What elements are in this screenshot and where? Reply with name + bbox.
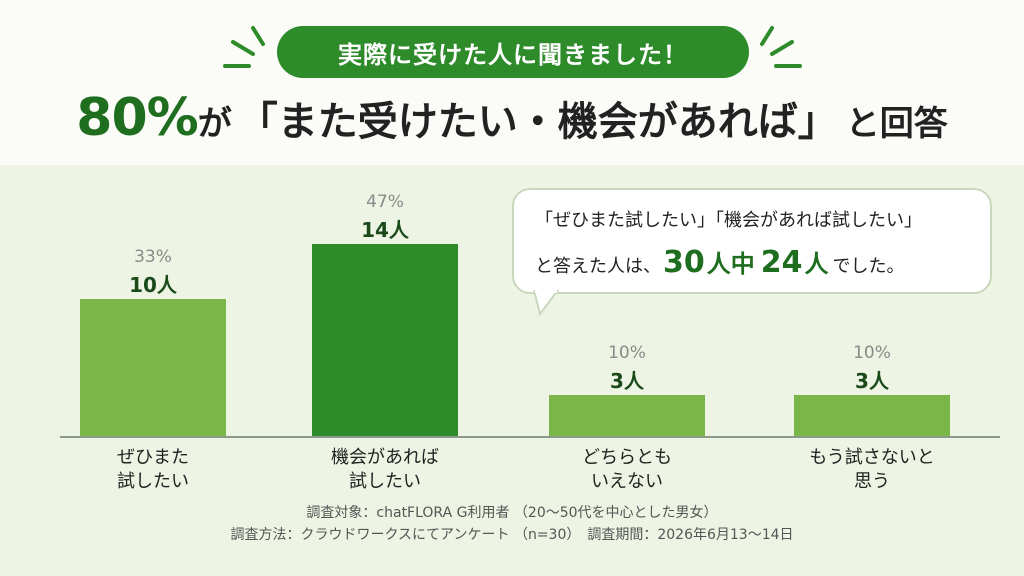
chart-baseline [60,436,1000,438]
callout-text-line2: と答えた人は、 30 人中 24 人 でした。 [535,244,975,280]
bar-percent-label: 10% [608,343,646,363]
callout-unit2: 人 [804,250,829,278]
category-label: 機会があれば 試したい [331,447,439,492]
callout-bubble [512,188,992,294]
bar-percent-label: 47% [366,192,404,212]
callout-unit1: 人中 [706,250,755,278]
bar-count-label: 14人 [361,218,409,242]
bar-1 [80,299,226,436]
headline-particle: が [197,104,232,144]
bar-2 [312,244,458,436]
survey-pill-banner: 実際に受けた人に聞きました！ [277,26,749,78]
bar-percent-label: 33% [134,247,172,267]
headline-tail: と回答 [845,104,948,144]
headline-percentage: 80% [76,88,198,148]
bar-count-label: 10人 [129,273,177,297]
bar-3 [549,395,705,436]
callout-tail [532,290,560,316]
headline: 80% が 「また受けたい・機会があれば」 と回答 [0,88,1024,158]
burst-lines-right-icon [760,26,802,68]
callout-total: 30 [663,245,705,280]
footnote-target: 調査対象：chatFLORA G利用者 （20～50代を中心とした男女） [306,505,718,521]
category-label: もう試さないと 思う [809,447,935,492]
bar-count-label: 3人 [610,369,644,393]
bar-percent-label: 10% [853,343,891,363]
bar-4 [794,395,950,436]
category-label: ぜひまた 試したい [117,447,189,492]
burst-lines-left-icon [223,26,265,68]
callout-suffix: でした。 [832,256,905,277]
callout-positive: 24 [760,245,803,280]
bar-count-label: 3人 [855,369,889,393]
headline-quote: 「また受けたい・機会があれば」 [235,89,840,151]
footnote-method: 調査方法：クラウドワークスにてアンケート （n=30） 調査期間：2026年6月… [230,527,794,543]
callout-text-line1: 「ぜひまた試したい」「機会があれば試したい」 [535,210,922,231]
callout-prefix: と答えた人は、 [535,256,661,277]
category-label: どちらとも いえない [582,447,672,492]
